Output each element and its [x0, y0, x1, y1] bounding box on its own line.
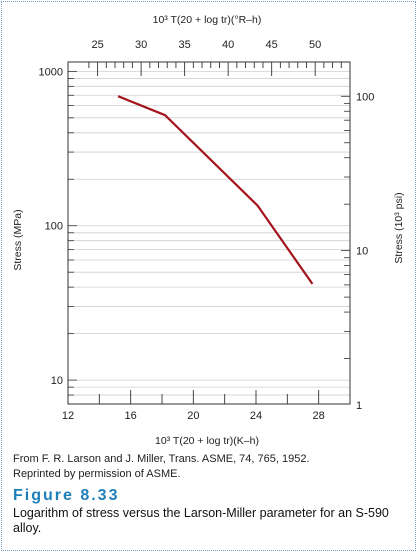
- larson-miller-chart: 12 16 20 24 28 25 30 35 40 45 50 10 100 1000 1 10 100 10…: [12, 14, 405, 447]
- bottom-axis-label: 10³ T(20 + log tr)(K–h): [155, 435, 259, 447]
- figure-number: Figure 8.33: [13, 487, 120, 504]
- axis-ticks: [67, 62, 351, 405]
- credit-line-2: Reprinted by permission of ASME.: [13, 468, 181, 480]
- chart-grid: [68, 70, 350, 405]
- figure-caption: Logarithm of stress versus the Larson-Mi…: [13, 506, 389, 535]
- left-tick-label: 10: [51, 375, 63, 387]
- top-tick-label: 50: [309, 39, 321, 51]
- top-axis-label: 10³ T(20 + log tr)(°R–h): [153, 14, 262, 26]
- series-layer: [117, 95, 314, 285]
- right-tick-label: 10: [356, 246, 368, 258]
- top-tick-label: 25: [91, 39, 103, 51]
- bottom-tick-label: 28: [313, 410, 325, 422]
- right-axis-label: Stress (10³ psi): [393, 192, 405, 263]
- bottom-tick-label: 20: [187, 410, 199, 422]
- larson-miller-curve: [117, 95, 314, 285]
- top-tick-label: 35: [179, 39, 191, 51]
- left-axis-label: Stress (MPa): [12, 209, 24, 270]
- bottom-tick-label: 24: [250, 410, 262, 422]
- credit-line-1: From F. R. Larson and J. Miller, Trans. …: [13, 453, 310, 465]
- left-tick-label: 1000: [39, 66, 63, 78]
- left-tick-label: 100: [45, 221, 63, 233]
- tick-labels: 12 16 20 24 28 25 30 35 40 45 50 10 100 1000 1 10 100: [39, 39, 375, 422]
- right-tick-label: 100: [356, 91, 374, 103]
- right-tick-label: 1: [356, 400, 362, 412]
- top-tick-label: 45: [266, 39, 278, 51]
- bottom-tick-label: 12: [62, 410, 74, 422]
- figure-credit: From F. R. Larson and J. Miller, Trans. …: [13, 452, 403, 482]
- top-tick-label: 30: [135, 39, 147, 51]
- top-tick-label: 40: [222, 39, 234, 51]
- bottom-tick-label: 16: [125, 410, 137, 422]
